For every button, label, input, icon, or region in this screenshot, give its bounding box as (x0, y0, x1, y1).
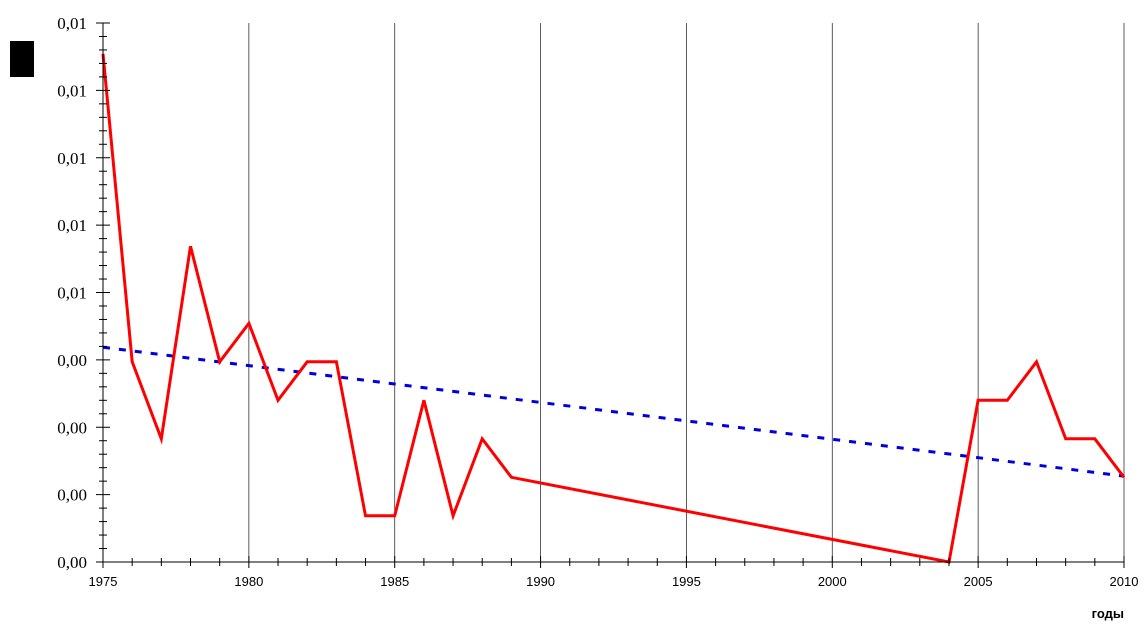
y-tick-labels: 0,00 0,00 0,00 0,00 0,01 0,01 0,01 0,01 0,01 (57, 14, 87, 572)
x-tick-label: 2000 (818, 574, 847, 589)
y-tick-label: 0,01 (57, 14, 87, 33)
trend-line (102, 345, 1125, 478)
y-tick-label: 0,01 (57, 149, 87, 168)
axes (96, 22, 1125, 568)
y-tick-label: 0,01 (57, 81, 87, 100)
vertical-grid (248, 23, 1125, 562)
y-tick-label: 0,00 (57, 351, 87, 370)
x-tick-label: 2005 (964, 574, 993, 589)
y-tick-label: 0,00 (57, 486, 87, 505)
x-tick-label: 2010 (1110, 574, 1139, 589)
x-tick-label: 1990 (526, 574, 555, 589)
x-tick-label: 1985 (380, 574, 409, 589)
legend-marker (10, 41, 34, 77)
y-tick-label: 0,01 (57, 216, 87, 235)
x-tick-labels: 1975 1980 1985 1990 1995 2000 2005 2010 (89, 574, 1139, 589)
x-tick-label: 1975 (89, 574, 118, 589)
trend-series (102, 345, 1125, 478)
y-tick-label: 0,01 (57, 284, 87, 303)
y-tick-label: 0,00 (57, 418, 87, 437)
y-tick-label: 0,00 (57, 553, 87, 572)
data-series (101, 53, 1126, 564)
x-tick-label: 1980 (234, 574, 263, 589)
x-axis-title: годы (1092, 606, 1124, 621)
x-tick-label: 1995 (672, 574, 701, 589)
series-line (101, 53, 1126, 564)
